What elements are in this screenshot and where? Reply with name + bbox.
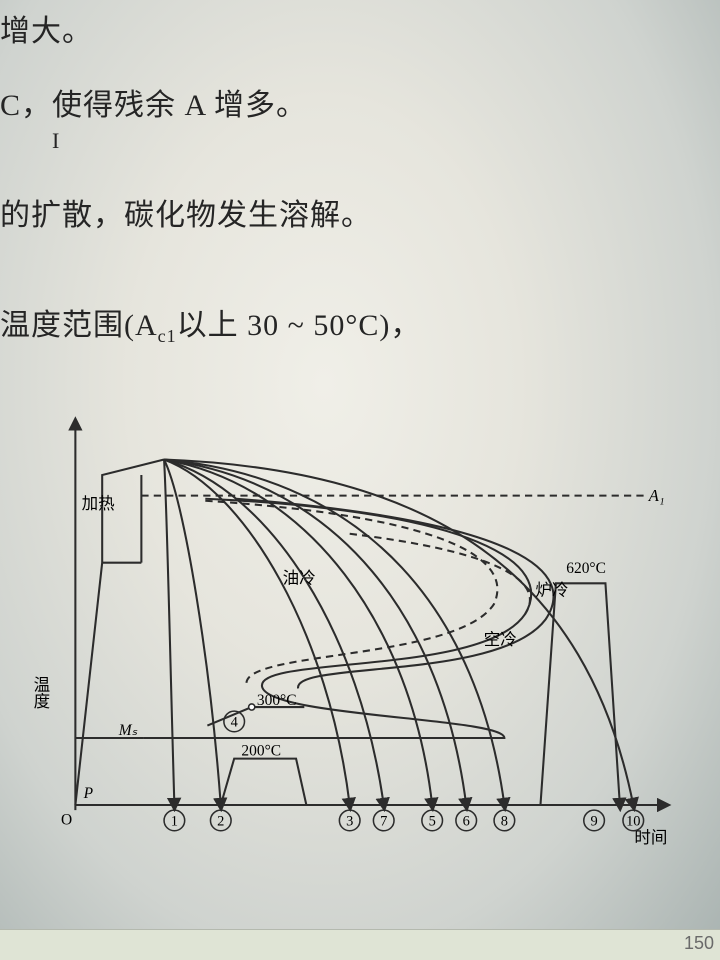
y-axis-label: 温度 <box>31 676 50 710</box>
svg-text:2: 2 <box>217 814 224 830</box>
cct-diagram: O 时间 温度 加热 A₁ Mₛ P <box>30 380 690 900</box>
text-line-3b: 以上 30 ~ 50°C)， <box>177 309 422 342</box>
x-axis-label: 时间 <box>634 828 667 847</box>
text-line-3: 温度范围(Ac1以上 30 ~ 50°C)， <box>0 300 421 347</box>
point-300 <box>249 704 255 710</box>
svg-text:7: 7 <box>380 814 387 830</box>
svg-text:9: 9 <box>590 814 597 830</box>
cooling-curves <box>164 460 633 805</box>
label-furnace: 炉冷 <box>535 581 568 600</box>
temp-200: 200°C <box>241 743 281 760</box>
temp-300: 300°C <box>257 692 297 709</box>
p-label: P <box>83 785 94 802</box>
origin-label: O <box>61 812 72 829</box>
page-root: 增大。 C，使得残余 A 增多。 I 的扩散，碳化物发生溶解。 温度范围(Ac1… <box>0 0 720 960</box>
page-indicator: 150 <box>684 933 714 954</box>
circle-numbers: 1 2 3 7 5 6 8 9 10 <box>164 810 644 831</box>
label-air: 空冷 <box>484 630 517 649</box>
heating-label: 加热 <box>82 494 116 513</box>
svg-text:8: 8 <box>501 814 508 830</box>
text-line-2: 的扩散，碳化物发生溶解。 <box>0 190 372 234</box>
diagram-svg: O 时间 温度 加热 A₁ Mₛ P <box>30 380 690 900</box>
temper-200 <box>221 759 307 805</box>
svg-text:4: 4 <box>231 715 238 731</box>
text-line-3a: 温度范围(A <box>0 309 158 342</box>
svg-text:3: 3 <box>346 814 353 830</box>
text-line-1: C，使得残余 A 增多。 <box>0 80 307 124</box>
text-cursor: I <box>52 128 59 154</box>
svg-text:1: 1 <box>171 814 178 830</box>
label-oil: 油冷 <box>283 568 316 587</box>
text-line-3-sub: c1 <box>158 326 177 346</box>
svg-text:5: 5 <box>429 814 436 830</box>
svg-text:6: 6 <box>463 814 470 830</box>
ms-label: Mₛ <box>118 722 138 739</box>
temper-300 <box>207 707 304 726</box>
text-line-0: 增大。 <box>0 6 93 50</box>
circle-4: 4 <box>224 711 245 732</box>
temp-620: 620°C <box>566 560 606 577</box>
svg-text:10: 10 <box>626 814 640 830</box>
c-curve-dashed-outer <box>205 501 497 685</box>
a1-label: A₁ <box>648 486 665 505</box>
taskbar: 150 <box>0 929 720 960</box>
